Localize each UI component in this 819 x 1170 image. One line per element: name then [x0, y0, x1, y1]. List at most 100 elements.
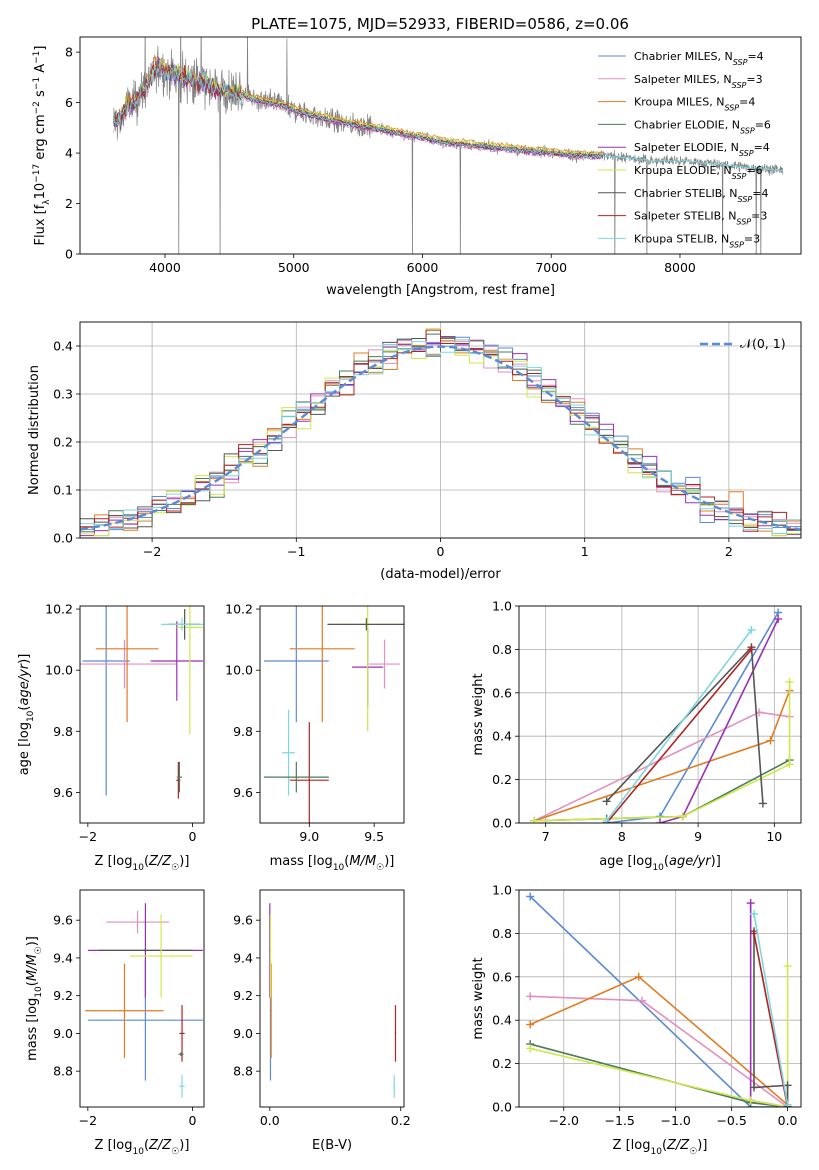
legend-label: Chabrier ELODIE, NSSP=6 — [634, 118, 771, 135]
plot-area — [80, 606, 203, 799]
histogram-step — [80, 339, 801, 538]
axes-frame — [259, 605, 405, 824]
x-axis-label: wavelength [Angstrom, rest frame] — [326, 283, 555, 298]
plot-area — [263, 606, 404, 823]
y-tick-label: 0.4 — [492, 1013, 512, 1028]
model-spectrum-line — [113, 56, 604, 161]
series-line — [606, 648, 753, 823]
x-tick-label: 7 — [542, 829, 550, 844]
x-tick-label: 2 — [725, 544, 733, 559]
normal-curve — [80, 345, 801, 531]
series-line — [529, 975, 789, 1106]
x-axis-label: E(B-V) — [312, 1138, 352, 1153]
x-tick-label: 9 — [694, 829, 702, 844]
y-tick-label: 1.0 — [492, 883, 512, 898]
y-tick-label: 0.0 — [492, 816, 512, 831]
y-tick-label: 10.2 — [45, 602, 73, 617]
x-tick-label: 9.5 — [364, 829, 384, 844]
errorbar-point — [179, 1074, 185, 1098]
legend: Chabrier MILES, NSSP=4 Salpeter MILES, NS… — [598, 50, 771, 249]
plot-area — [269, 903, 397, 1098]
y-tick-label: 2 — [65, 196, 73, 211]
x-axis-label: (data-model)/error — [380, 567, 501, 582]
errorbar-point — [263, 606, 329, 723]
errorbar-point — [289, 722, 329, 823]
series-marker — [785, 677, 794, 686]
x-tick-label: −0.5 — [716, 1113, 746, 1128]
model-spectrum-line — [113, 59, 604, 160]
x-tick-label: 8000 — [664, 260, 696, 275]
y-tick-label: 0.8 — [492, 926, 512, 941]
panel-mass_vs_Z: −2 0 8.8 9.0 9.2 9.4 9.6 Z [log10(Z/Z☉)] mass [l… — [25, 889, 205, 1157]
errorbar-point — [98, 948, 193, 953]
legend-label: Chabrier MILES, NSSP=4 — [634, 50, 764, 67]
y-tick-label: 1.0 — [492, 599, 512, 614]
legend-label: Kroupa STELIB, NSSP=3 — [634, 232, 760, 249]
series-marker — [758, 799, 767, 808]
errorbar-point — [327, 618, 404, 631]
y-tick-label: 10.0 — [45, 663, 73, 678]
series-marker — [785, 760, 794, 769]
errorbar-point — [106, 910, 169, 934]
legend-label: 𝒩(0, 1) — [740, 336, 786, 351]
legend-label: Chabrier STELIB, NSSP=4 — [634, 187, 768, 204]
axes-frame — [79, 605, 205, 824]
x-tick-label: 0 — [437, 544, 445, 559]
y-tick-label: 0.2 — [53, 435, 73, 450]
series-line — [606, 645, 764, 804]
series-line — [606, 629, 753, 822]
y-tick-label: 0.4 — [53, 339, 73, 354]
plot-area — [85, 903, 203, 1098]
x-tick-label: 7000 — [535, 260, 567, 275]
x-tick-label: 0 — [189, 1113, 197, 1128]
series-marker — [678, 812, 687, 821]
x-tick-label: 9.0 — [299, 829, 319, 844]
x-tick-label: −1 — [287, 544, 305, 559]
y-tick-label: 9.8 — [233, 724, 253, 739]
series-line — [530, 965, 789, 1107]
series-line — [753, 933, 789, 1107]
y-axis-label: mass [log10(M/M☉)] — [25, 936, 44, 1061]
y-tick-label: 10.0 — [225, 663, 253, 678]
y-tick-label: 4 — [65, 146, 73, 161]
series-marker — [746, 1096, 755, 1105]
errorbar-point — [269, 914, 272, 998]
errorbar-point — [178, 1052, 184, 1057]
y-tick-label: 0.6 — [492, 685, 512, 700]
series-marker — [774, 615, 783, 624]
plot-area — [530, 608, 794, 823]
axes-frame — [518, 605, 802, 824]
y-tick-label: 9.6 — [233, 785, 253, 800]
panel-massweight_vs_age: 7 8 9 10 0.0 0.2 0.4 0.6 0.8 1.0 age [log10(age/yr… — [471, 599, 802, 873]
series-line — [753, 913, 789, 1105]
x-tick-label: 0.0 — [260, 1113, 280, 1128]
legend-label: Salpeter ELODIE, NSSP=4 — [634, 141, 770, 158]
x-tick-label: 8 — [618, 829, 626, 844]
errorbar-point — [80, 639, 177, 689]
x-tick-label: −1.5 — [605, 1113, 635, 1128]
errorbar-point — [368, 639, 401, 689]
model-spectrum-line — [113, 54, 604, 155]
errorbar-point — [393, 1074, 395, 1098]
model-spectrum-red-line — [602, 154, 784, 172]
y-axis-label: age [log10(age/yr)] — [17, 654, 36, 776]
legend-label: Salpeter STELIB, NSSP=3 — [634, 210, 767, 227]
x-axis-label: age [log10(age/yr)] — [599, 854, 721, 873]
model-spectrum-line — [113, 59, 603, 162]
figure-title: PLATE=1075, MJD=52933, FIBERID=0586, z=0… — [251, 15, 629, 33]
errorbar-point — [95, 606, 159, 723]
y-tick-label: 8 — [65, 45, 73, 60]
errorbar-point — [85, 963, 164, 1058]
x-tick-label: −1.0 — [660, 1113, 690, 1128]
y-tick-label: 9.8 — [53, 724, 73, 739]
x-axis-label: Z [log10(Z/Z☉)] — [95, 1138, 190, 1157]
plot-area — [80, 327, 801, 538]
panel-age_vs_mass: 9.0 9.5 9.6 9.8 10.0 10.2 mass [log10(M/M☉)] — [225, 602, 405, 873]
x-tick-label: −2 — [79, 1113, 97, 1128]
x-tick-label: 6000 — [407, 260, 439, 275]
panel-age_vs_Z: −2 0 9.6 9.8 10.0 10.2 Z [log10(Z/Z☉)] age [log… — [17, 602, 205, 873]
model-spectrum-line — [113, 60, 603, 160]
y-tick-label: 0.3 — [53, 387, 73, 402]
errorbar-point — [176, 761, 183, 793]
series-marker — [750, 1083, 758, 1092]
